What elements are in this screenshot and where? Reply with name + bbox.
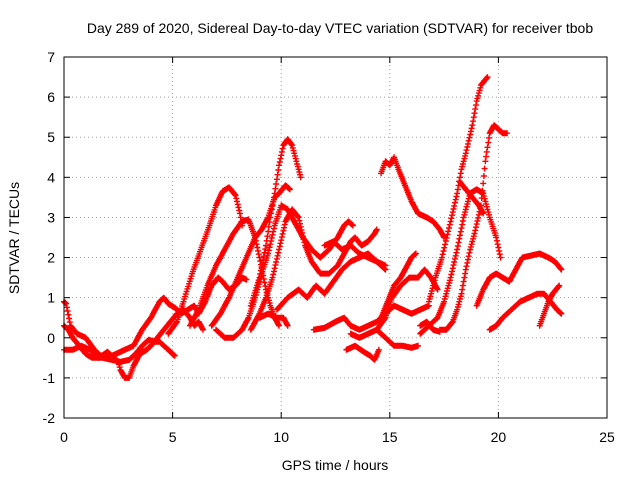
series-sat-z [417, 318, 443, 335]
data-point-markers [473, 250, 565, 309]
y-tick-label: 0 [47, 330, 55, 346]
series-sat-o [347, 326, 421, 351]
x-tick-label: 0 [60, 429, 68, 445]
series-sat-l [321, 238, 389, 269]
plot-data [61, 74, 565, 381]
series-sat-w [473, 250, 565, 309]
y-tick-label: 6 [47, 89, 55, 105]
axis-ticks: 0 5 10 15 20 25 -2 -1 0 1 2 3 4 5 6 7 [43, 49, 615, 445]
grid-lines [64, 57, 607, 418]
plot-frame [63, 56, 608, 419]
y-tick-label: -1 [43, 370, 56, 386]
y-tick-label: 4 [47, 169, 55, 185]
y-tick-label: 3 [47, 209, 55, 225]
data-point-markers [536, 282, 563, 329]
y-tick-label: 5 [47, 129, 55, 145]
data-point-markers [256, 310, 291, 329]
x-tick-label: 5 [169, 429, 177, 445]
data-point-markers [187, 216, 282, 329]
series-sat-h [247, 136, 304, 309]
series-sat-y [536, 282, 563, 329]
x-tick-label: 25 [599, 429, 615, 445]
data-point-markers [417, 318, 443, 335]
y-tick-label: 7 [47, 49, 55, 65]
series-sat-n [343, 342, 382, 363]
series-sat-d [165, 184, 246, 337]
data-point-markers [425, 74, 491, 305]
data-point-markers [343, 342, 382, 363]
data-point-markers [347, 326, 421, 351]
series-sat-k [256, 310, 291, 329]
data-point-markers [321, 238, 389, 269]
x-tick-label: 10 [273, 429, 289, 445]
series-sat-p [378, 154, 448, 241]
data-point-markers [247, 136, 304, 309]
y-tick-label: -2 [43, 410, 56, 426]
y-tick-label: 2 [47, 250, 55, 266]
data-point-markers [378, 154, 448, 241]
x-axis-title: GPS time / hours [282, 457, 389, 473]
data-point-markers [165, 184, 246, 337]
y-axis-title: SDTVAR / TECUs [6, 182, 22, 294]
chart-title: Day 289 of 2020, Sidereal Day-to-day VTE… [87, 20, 594, 36]
data-point-markers [486, 290, 565, 333]
data-point-markers [456, 178, 487, 217]
y-tick-label: 1 [47, 290, 55, 306]
x-tick-label: 20 [491, 429, 507, 445]
series-sat-x [486, 290, 565, 333]
data-point-markers [378, 250, 419, 321]
series-sat-v [456, 178, 487, 217]
series-sat-t [425, 74, 491, 305]
series-sat-r [378, 250, 419, 321]
x-tick-label: 15 [382, 429, 398, 445]
series-sat-e [187, 216, 282, 329]
